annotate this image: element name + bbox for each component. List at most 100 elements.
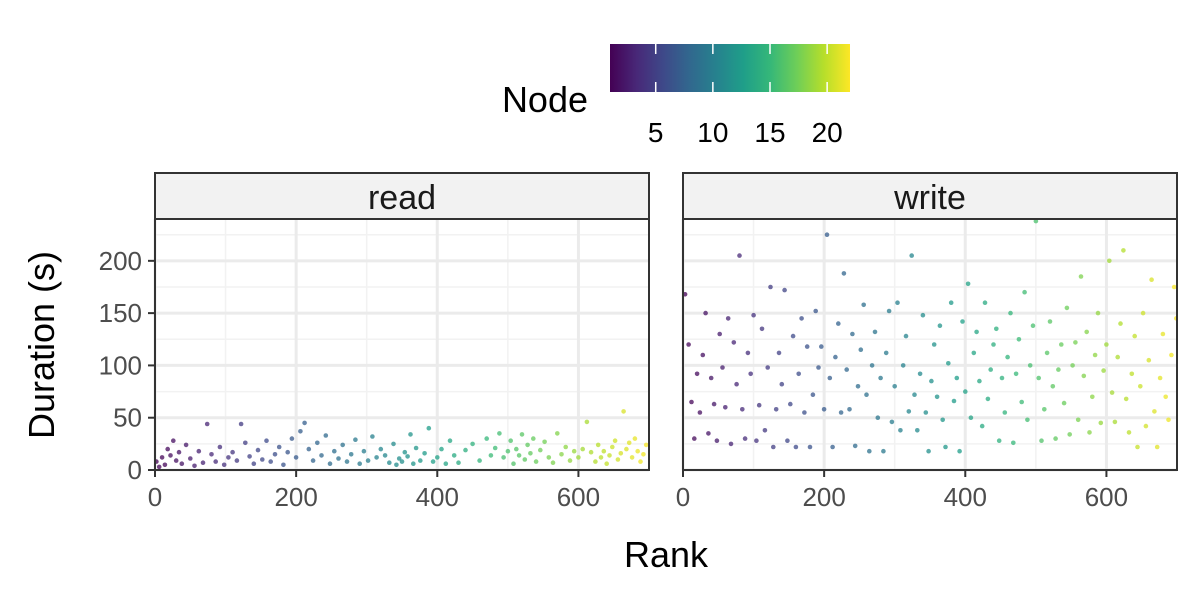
data-point <box>895 300 900 306</box>
data-point <box>731 340 737 345</box>
data-point <box>522 457 528 462</box>
y-tick-label: 100 <box>99 350 142 380</box>
data-point <box>387 460 392 466</box>
data-point <box>336 456 341 461</box>
data-point <box>413 445 419 451</box>
data-point <box>1070 363 1075 368</box>
data-point <box>1056 367 1061 372</box>
data-point <box>796 371 801 377</box>
data-point <box>790 333 796 339</box>
data-point <box>974 329 979 335</box>
data-point <box>1075 417 1081 423</box>
data-point <box>176 449 182 455</box>
data-point <box>1019 399 1024 405</box>
data-point <box>903 333 909 339</box>
data-point <box>621 409 626 414</box>
data-point <box>584 419 590 425</box>
data-point <box>1059 342 1064 347</box>
data-point <box>1138 384 1143 389</box>
data-point <box>824 232 830 237</box>
data-point <box>898 428 903 433</box>
data-point <box>531 436 536 441</box>
data-point <box>378 446 384 452</box>
legend-tick-label: 5 <box>648 117 664 148</box>
data-point <box>850 331 855 337</box>
data-point <box>1064 305 1070 311</box>
data-point <box>957 448 962 454</box>
data-point <box>1016 337 1022 342</box>
data-point <box>1149 277 1154 283</box>
data-point <box>689 399 694 405</box>
data-point <box>332 448 337 454</box>
data-point <box>310 458 316 463</box>
legend-tick-label: 15 <box>754 117 785 148</box>
data-point <box>268 459 274 464</box>
data-point <box>779 381 785 387</box>
data-point <box>641 452 646 457</box>
data-point <box>999 375 1005 381</box>
data-point <box>920 312 926 318</box>
data-point <box>875 415 881 421</box>
data-point <box>357 461 363 467</box>
data-point <box>1163 394 1168 400</box>
data-point <box>255 447 261 453</box>
data-point <box>1013 371 1019 377</box>
data-point <box>319 453 324 458</box>
data-point <box>1084 329 1089 335</box>
data-point <box>264 438 269 444</box>
data-point <box>906 409 912 414</box>
data-point <box>1053 436 1058 441</box>
data-point <box>909 253 914 258</box>
data-point <box>1092 352 1098 358</box>
data-point <box>1002 410 1008 415</box>
data-point <box>447 438 453 444</box>
data-point <box>188 456 193 461</box>
data-point <box>226 455 231 460</box>
data-point <box>519 432 525 437</box>
data-point <box>405 454 410 459</box>
data-point <box>399 459 405 464</box>
data-point <box>626 440 632 446</box>
data-point <box>742 436 748 441</box>
data-point <box>971 350 977 356</box>
data-point <box>576 455 581 460</box>
data-point <box>694 371 700 377</box>
grid-write <box>681 219 1177 472</box>
data-point <box>1044 350 1050 356</box>
legend-ticks: 5 10 15 20 <box>648 44 843 148</box>
data-point <box>785 438 790 444</box>
data-point <box>430 459 436 464</box>
data-point <box>402 449 408 455</box>
data-point <box>951 398 957 404</box>
data-point <box>323 433 329 438</box>
data-point <box>810 392 816 398</box>
data-point <box>836 321 841 326</box>
data-point <box>816 365 821 370</box>
data-point <box>982 300 988 306</box>
data-point <box>1042 407 1047 412</box>
data-point <box>1166 417 1171 423</box>
data-point <box>243 440 248 446</box>
data-point <box>881 448 886 454</box>
data-point <box>725 316 731 321</box>
data-point <box>204 421 210 427</box>
x-tick-label: 400 <box>944 482 987 512</box>
data-point <box>601 448 607 454</box>
data-point <box>756 402 762 408</box>
x-tick-label: 0 <box>676 482 690 512</box>
data-point <box>821 407 827 412</box>
data-point <box>1011 440 1016 446</box>
data-point <box>994 326 999 332</box>
legend-tick-label: 20 <box>812 117 843 148</box>
data-point <box>878 375 883 381</box>
data-point <box>788 401 793 407</box>
data-point <box>1087 430 1092 435</box>
data-point <box>963 389 968 394</box>
data-point <box>1047 319 1053 324</box>
data-point <box>1112 419 1118 425</box>
data-point <box>171 438 176 444</box>
data-point <box>340 442 346 448</box>
data-point <box>505 448 511 454</box>
data-point <box>751 312 756 318</box>
data-point <box>365 458 371 463</box>
